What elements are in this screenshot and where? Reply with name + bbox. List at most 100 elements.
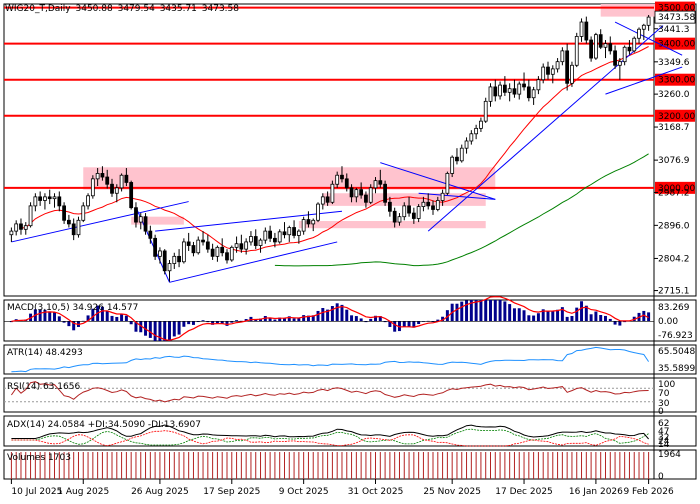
candle-body (158, 250, 162, 257)
macd-histogram-bar (455, 303, 459, 322)
macd-histogram-bar (570, 315, 574, 322)
candle-body (469, 133, 474, 142)
macd-histogram-bar (618, 321, 622, 326)
candle-body (277, 231, 282, 243)
candle-body (392, 210, 397, 223)
candle-body (349, 187, 354, 198)
candle-body (205, 241, 210, 250)
candle-body (455, 156, 459, 162)
candle-body (617, 61, 622, 66)
adx-scale-label: 62 (658, 419, 669, 429)
macd-histogram-bar (230, 321, 234, 323)
macd-histogram-bar (206, 321, 210, 323)
candle-body (43, 196, 47, 201)
candle-body (411, 212, 416, 219)
macd-histogram-bar (608, 318, 612, 322)
macd-histogram-bar (393, 321, 397, 332)
macd-histogram-bar (417, 321, 421, 325)
macd-histogram-bar (172, 321, 176, 337)
x-tick-label: 25 Nov 2025 (423, 487, 481, 497)
macd-histogram-bar (402, 321, 406, 327)
candle-body (546, 66, 550, 75)
candle-body (531, 89, 536, 99)
macd-histogram-bar (517, 308, 521, 322)
macd-histogram-bar (541, 309, 545, 322)
macd-histogram-bar (536, 313, 540, 322)
plus-di-line (11, 428, 649, 446)
candle-body (373, 180, 378, 189)
resistance-zone (322, 193, 486, 206)
last-price-tag (654, 10, 696, 24)
candle-body (33, 196, 38, 207)
candle-body (493, 86, 498, 97)
macd-histogram-bar (512, 308, 516, 322)
macd-histogram-bar (134, 321, 138, 332)
candle-body (9, 230, 14, 236)
candle-body (416, 206, 421, 219)
macd-histogram-bar (72, 321, 76, 331)
macd-histogram-bar (374, 315, 378, 322)
rsi-scale-label: 30 (658, 399, 670, 409)
macd-histogram-bar (9, 321, 13, 323)
resistance-zone (131, 216, 184, 225)
candle-body (119, 174, 124, 189)
candle-body (311, 219, 316, 225)
candle-body (201, 239, 205, 243)
candle-body (479, 120, 483, 129)
macd-histogram-bar (498, 300, 502, 322)
rsi-scale-label: 70 (658, 389, 670, 399)
moving-average-fast (20, 46, 649, 253)
candle-body (560, 50, 565, 63)
moving-average-slow (274, 153, 649, 267)
candle-body (407, 205, 411, 214)
macd-histogram-bar (67, 321, 71, 327)
candle-body (512, 88, 517, 95)
candle-body (110, 183, 114, 194)
macd-histogram-bar (397, 321, 401, 332)
macd-histogram-bar (177, 321, 181, 335)
candle-body (57, 196, 62, 207)
candle-body (320, 196, 325, 205)
price-tick-label: 3441.3 (658, 25, 690, 35)
candle-body (622, 46, 627, 63)
macd-histogram-bar (345, 309, 349, 322)
macd-histogram-bar (465, 300, 469, 322)
macd-histogram-bar (575, 307, 579, 322)
panel-frame-4 (3, 415, 697, 447)
candle-body (445, 173, 450, 194)
macd-histogram-bar (599, 315, 603, 322)
candle-body (172, 255, 177, 264)
candle-body (431, 205, 435, 210)
candle-body (292, 227, 296, 236)
candle-body (368, 187, 373, 203)
candle-body (186, 241, 191, 246)
price-level-label: 3400.00 (658, 40, 695, 50)
candle-body (196, 239, 201, 254)
macd-histogram-bar (244, 319, 248, 322)
macd-histogram-bar (86, 315, 90, 322)
candle-body (359, 189, 364, 196)
x-tick-label: 17 Sep 2025 (203, 487, 260, 497)
candle-body (239, 243, 244, 250)
x-tick-label: 1 Aug 2025 (57, 487, 109, 497)
candle-body (613, 50, 617, 66)
trendline (427, 25, 664, 232)
price-level-tag (655, 109, 695, 122)
macd-histogram-bar (201, 320, 205, 322)
macd-histogram-bar (407, 321, 411, 327)
trendline (605, 66, 683, 95)
candle-body (388, 201, 392, 212)
candle-body (225, 252, 229, 261)
macd-histogram-bar (297, 318, 301, 322)
macd-histogram-bar (378, 316, 382, 322)
macd-histogram-bar (335, 303, 339, 322)
macd-histogram-bar (522, 310, 526, 322)
macd-histogram-bar (153, 321, 157, 341)
macd-histogram-bar (369, 318, 373, 322)
macd-histogram-bar (484, 300, 488, 322)
candle-body (555, 61, 560, 70)
candle-body (129, 182, 134, 209)
candle-body (536, 79, 541, 91)
